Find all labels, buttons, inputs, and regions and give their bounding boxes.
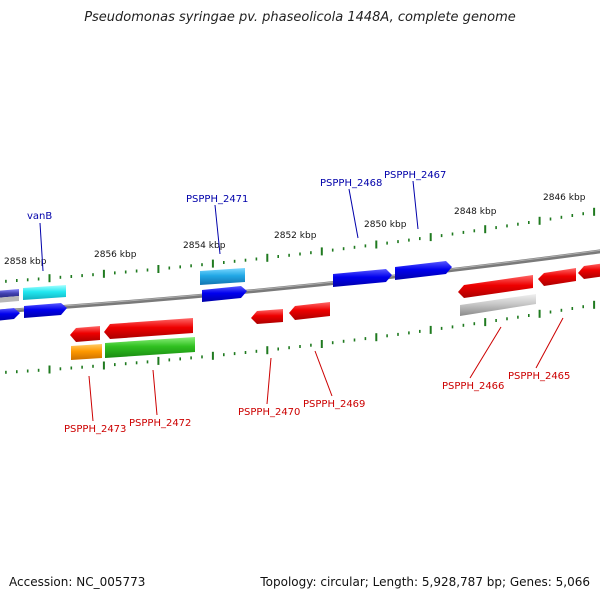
gene-arrow[interactable] <box>460 294 536 316</box>
kbp-label: 2852 kbp <box>274 231 317 241</box>
gene-arrow[interactable] <box>24 303 67 318</box>
gene-label-vanb[interactable]: vanB <box>27 211 52 222</box>
gene-label-pspph-2466[interactable]: PSPPH_2466 <box>442 381 504 392</box>
kbp-label: 2846 kbp <box>543 193 586 203</box>
gene-arrow[interactable] <box>202 286 247 302</box>
leader-line <box>412 180 419 230</box>
genome-backbone-highlight <box>0 249 600 311</box>
forward-strand-genes <box>0 261 452 321</box>
gene-arrow-shadow <box>0 296 19 303</box>
gene-label-pspph-2470[interactable]: PSPPH_2470 <box>238 407 300 418</box>
leader-line <box>314 350 333 397</box>
page-title: Pseudomonas syringae pv. phaseolicola 14… <box>84 10 516 25</box>
gene-arrow-pspph-2465[interactable] <box>538 268 576 286</box>
tick-marks <box>5 207 596 374</box>
leader-line <box>152 369 158 416</box>
gene-arrow-pspph-2471[interactable] <box>200 268 245 285</box>
gene-label-pspph-2468[interactable]: PSPPH_2468 <box>320 178 382 189</box>
gene-arrow-pspph-2472[interactable] <box>105 337 195 358</box>
genome-summary-text: Topology: circular; Length: 5,928,787 bp… <box>260 575 590 589</box>
genome-backbone <box>0 249 600 314</box>
gene-arrow[interactable] <box>71 344 102 360</box>
kbp-label: 2850 kbp <box>364 220 407 230</box>
gene-arrow-pspph-2466[interactable] <box>458 275 533 298</box>
gene-label-pspph-2469[interactable]: PSPPH_2469 <box>303 399 365 410</box>
gene-label-pspph-2471[interactable]: PSPPH_2471 <box>186 194 248 205</box>
gene-arrow[interactable] <box>0 308 20 321</box>
leader-line <box>214 204 221 255</box>
gene-arrow[interactable] <box>0 289 19 298</box>
gene-label-pspph-2473[interactable]: PSPPH_2473 <box>64 424 126 435</box>
leader-line <box>266 357 272 405</box>
gene-leader-lines <box>39 180 564 422</box>
gene-arrow-pspph-2470[interactable] <box>251 309 283 324</box>
leader-line <box>469 326 502 379</box>
gene-arrow-pspph-2469[interactable] <box>289 302 330 320</box>
leader-line <box>39 222 44 272</box>
leader-line <box>88 375 94 422</box>
gene-label-pspph-2467[interactable]: PSPPH_2467 <box>384 170 446 181</box>
gene-label-pspph-2465[interactable]: PSPPH_2465 <box>508 371 570 382</box>
forward-gene-labels: vanB PSPPH_2471 PSPPH_2468 PSPPH_2467 <box>27 170 446 222</box>
gene-label-pspph-2472[interactable]: PSPPH_2472 <box>129 418 191 429</box>
kbp-label: 2848 kbp <box>454 207 497 217</box>
gene-arrow[interactable] <box>578 263 600 279</box>
reverse-gene-labels: PSPPH_2473 PSPPH_2472 PSPPH_2470 PSPPH_2… <box>64 371 570 435</box>
gene-arrow-pspph-2467[interactable] <box>395 261 452 280</box>
leader-line <box>348 188 359 239</box>
gene-arrow-vanb[interactable] <box>23 285 66 300</box>
kbp-label: 2858 kbp <box>4 257 47 267</box>
gene-arrow-pspph-2472-top[interactable] <box>104 318 193 339</box>
accession-text: Accession: NC_005773 <box>9 575 146 589</box>
kbp-label: 2854 kbp <box>183 241 226 251</box>
kbp-labels: 2858 kbp 2856 kbp 2854 kbp 2852 kbp 2850… <box>4 193 586 267</box>
gene-arrow-pspph-2468[interactable] <box>333 269 392 287</box>
gene-arrow-pspph-2473[interactable] <box>70 326 100 342</box>
leader-line <box>535 317 564 369</box>
kbp-label: 2856 kbp <box>94 250 137 260</box>
reverse-strand-genes <box>70 263 600 360</box>
